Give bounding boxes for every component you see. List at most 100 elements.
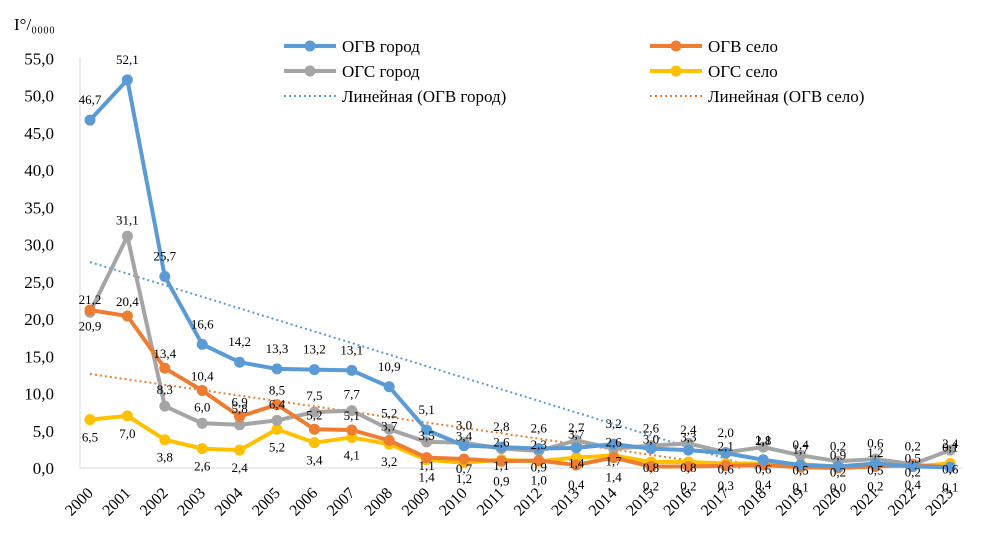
- trendlines: [89, 261, 757, 469]
- x-tick-label: 2005: [249, 485, 284, 520]
- data-label: 0,2: [867, 479, 883, 494]
- x-tick-label: 2000: [62, 485, 97, 520]
- legend-label: Линейная (ОГВ село): [708, 87, 864, 106]
- legend-label: ОГС город: [342, 62, 420, 81]
- data-label: 6,4: [269, 396, 286, 411]
- legend: ОГВ город ОГВ село ОГС город ОГС село Линейн…: [284, 37, 864, 106]
- data-point: [495, 441, 507, 453]
- y-tick-label: 40,0: [24, 161, 54, 180]
- y-tick-label: 0,0: [33, 459, 54, 478]
- data-point: [121, 230, 133, 242]
- data-point: [346, 424, 358, 436]
- data-point: [645, 461, 657, 473]
- data-label: 0,5: [792, 462, 808, 477]
- data-point: [458, 453, 470, 465]
- legend-marker: [670, 40, 682, 52]
- data-label: 1,4: [568, 456, 585, 471]
- data-label: 0,6: [755, 462, 772, 477]
- data-point: [271, 414, 283, 426]
- x-tick-label: 2007: [324, 485, 359, 520]
- data-point: [196, 417, 208, 429]
- data-label: 0,2: [905, 465, 921, 480]
- data-label: 3,2: [605, 416, 621, 431]
- data-label: 13,4: [153, 346, 176, 361]
- data-label: 0,6: [942, 462, 959, 477]
- data-label: 0,2: [830, 465, 846, 480]
- data-point: [234, 411, 246, 423]
- data-point: [645, 443, 657, 455]
- data-label: 2,4: [942, 436, 959, 451]
- data-label: 0,8: [680, 460, 696, 475]
- data-label: 3,2: [381, 454, 397, 469]
- data-point: [196, 338, 208, 350]
- data-point: [458, 440, 470, 452]
- data-label: 0,9: [830, 447, 846, 462]
- data-point: [196, 385, 208, 397]
- data-label: 0,0: [830, 480, 846, 495]
- y-axis: 0,0 5,0 10,0 15,0 20,0 25,0 30,0 35,0 40,0 45,0 50…: [24, 49, 81, 478]
- data-point: [757, 441, 769, 453]
- x-tick-label: 2006: [287, 485, 322, 520]
- data-point: [84, 414, 96, 426]
- y-tick-label: 30,0: [24, 236, 54, 255]
- data-label: 5,2: [381, 405, 397, 420]
- data-label: 0,9: [493, 473, 509, 488]
- data-label: 2,6: [605, 435, 622, 450]
- data-point: [944, 444, 956, 456]
- data-label: 0,4: [792, 437, 809, 452]
- data-point: [159, 400, 171, 412]
- data-point: [383, 423, 395, 435]
- x-tick-label: 2002: [137, 485, 172, 520]
- x-tick-label: 2004: [212, 485, 247, 520]
- data-label: 0,7: [456, 461, 473, 476]
- x-tick-label: 2012: [511, 485, 546, 520]
- data-point: [795, 459, 807, 471]
- data-point: [121, 410, 133, 422]
- data-label: 0,4: [905, 477, 922, 492]
- y-tick-label: 15,0: [24, 347, 54, 366]
- data-label: 6,0: [194, 399, 210, 414]
- data-label: 7,7: [344, 387, 361, 402]
- data-point: [533, 443, 545, 455]
- data-label: 1,1: [755, 432, 771, 447]
- data-point: [308, 437, 320, 449]
- data-point: [421, 424, 433, 436]
- data-point: [234, 419, 246, 431]
- data-point: [84, 304, 96, 316]
- series-line: [89, 308, 951, 470]
- data-label: 3,4: [306, 453, 323, 468]
- data-label: 1,2: [867, 445, 883, 460]
- x-tick-label: 2003: [174, 485, 209, 520]
- data-point: [608, 452, 620, 464]
- data-point: [832, 461, 844, 473]
- data-label: 2,6: [194, 459, 211, 474]
- data-point: [234, 444, 246, 456]
- data-label: 2,7: [568, 420, 585, 435]
- trendline: [89, 261, 757, 469]
- data-point: [234, 356, 246, 368]
- data-point: [720, 460, 732, 472]
- x-tick-label: 2014: [586, 485, 621, 520]
- data-point: [121, 74, 133, 86]
- data-label: 3,7: [568, 426, 585, 441]
- data-point: [421, 452, 433, 464]
- data-point: [570, 442, 582, 454]
- y-tick-label: 5,0: [33, 422, 54, 441]
- data-label: 5,2: [306, 407, 322, 422]
- y-axis-label: I°/₀₀₀₀: [14, 15, 55, 34]
- data-label: 46,7: [79, 92, 102, 107]
- data-label: 0,1: [942, 479, 958, 494]
- data-label: 2,4: [231, 460, 248, 475]
- data-point: [682, 461, 694, 473]
- data-point: [308, 406, 320, 418]
- data-point: [159, 271, 171, 283]
- data-point: [869, 458, 881, 470]
- data-label: 3,5: [418, 428, 434, 443]
- data-label: 5,1: [344, 408, 360, 423]
- legend-label: Линейная (ОГВ город): [342, 87, 506, 106]
- data-label: 3,8: [157, 450, 173, 465]
- data-label: 5,2: [269, 439, 285, 454]
- x-tick-label: 2010: [436, 485, 471, 520]
